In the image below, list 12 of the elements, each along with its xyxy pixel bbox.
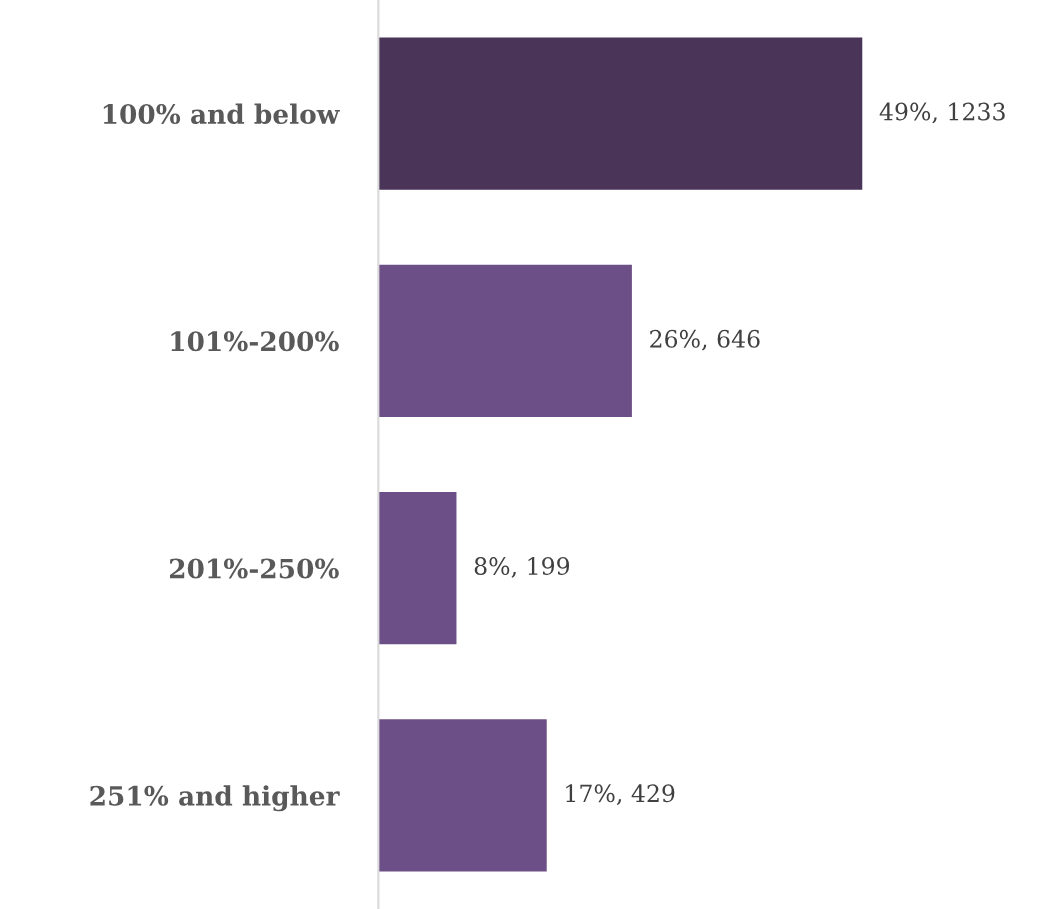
y-tick-label: 101%-200% (171, 331, 339, 352)
bar (378, 492, 457, 645)
bar (378, 719, 547, 872)
data-label: 49%, 1233 (879, 102, 1005, 124)
data-label: 8%, 199 (474, 557, 570, 578)
bar (378, 37, 863, 190)
data-label: 17%, 429 (566, 784, 675, 806)
y-tick-label: 100% and below (103, 103, 341, 125)
bar (378, 264, 632, 417)
y-tick-label: 251% and higher (90, 785, 340, 812)
data-label: 26%, 646 (650, 329, 760, 351)
y-tick-label: 201%-250% (169, 558, 339, 579)
